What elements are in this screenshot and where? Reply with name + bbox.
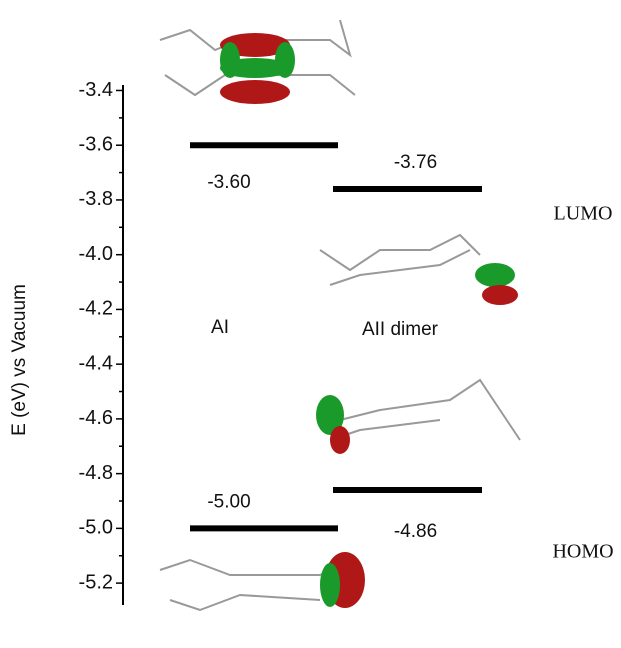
y-tick-label: -5.2 (79, 571, 113, 593)
y-tick-label: -5.0 (79, 517, 113, 539)
value-label: -5.00 (207, 491, 250, 512)
category-label: AII dimer (362, 319, 439, 340)
molecule-ai-homo (160, 552, 365, 610)
level-name: HOMO (552, 541, 613, 563)
y-tick-label: -3.6 (79, 133, 113, 155)
level-name: LUMO (554, 203, 613, 225)
y-tick-label: -4.6 (79, 407, 113, 429)
y-tick-label: -4.2 (79, 298, 113, 320)
category-label: AI (211, 317, 229, 338)
value-label: -3.76 (394, 152, 437, 173)
y-axis-label: E (eV) vs Vacuum (9, 284, 30, 436)
molecule-aii-lumo (320, 235, 518, 305)
y-tick-label: -3.8 (79, 188, 113, 210)
y-tick-label: -3.4 (79, 79, 113, 101)
y-tick-label: -4.8 (79, 462, 113, 484)
chart: E (eV) vs Vacuum -3.4 -3.6 -3.8 -4.0 -4.2 -4.… (0, 0, 621, 648)
y-tick-label: -4.0 (79, 243, 113, 265)
value-label: -3.60 (207, 172, 250, 193)
y-tick-label: -4.4 (79, 352, 113, 374)
value-label: -4.86 (394, 521, 437, 542)
molecule-aii-homo (316, 380, 520, 454)
molecule-images (160, 20, 520, 610)
molecule-ai-lumo (160, 20, 355, 104)
